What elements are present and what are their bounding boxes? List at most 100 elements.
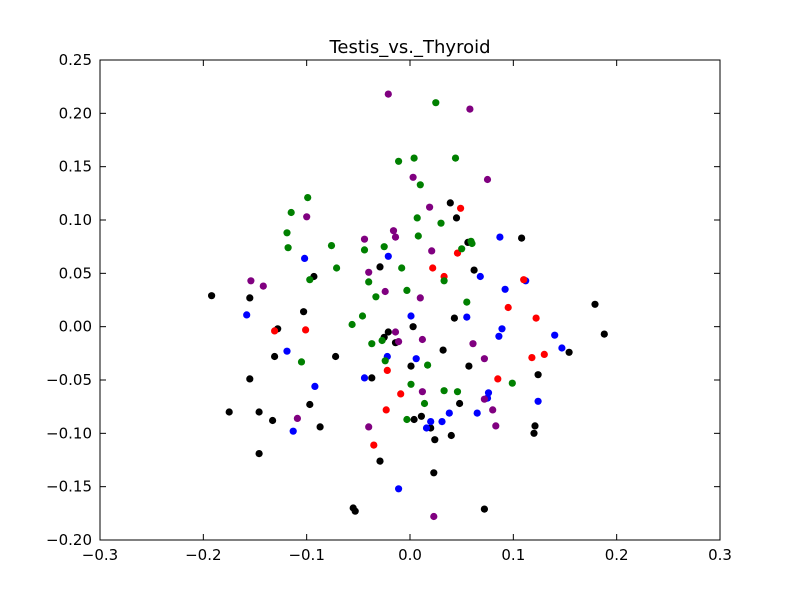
chart-title: Testis_vs._Thyroid xyxy=(328,37,490,58)
data-point xyxy=(365,278,373,286)
data-point xyxy=(495,332,503,340)
data-point xyxy=(412,355,420,363)
data-point xyxy=(301,254,309,262)
data-point xyxy=(437,219,445,227)
data-point xyxy=(376,263,384,271)
data-point xyxy=(520,276,528,284)
data-point xyxy=(332,352,340,361)
data-point xyxy=(456,399,464,408)
data-point xyxy=(384,328,392,336)
data-point xyxy=(440,277,448,285)
data-point xyxy=(540,350,548,358)
data-point xyxy=(303,213,311,221)
data-point xyxy=(431,436,439,444)
data-point xyxy=(558,344,566,352)
data-point xyxy=(480,355,488,363)
data-point xyxy=(410,415,418,424)
data-point xyxy=(255,408,263,416)
data-point xyxy=(489,406,497,414)
data-point xyxy=(532,314,540,322)
data-point xyxy=(508,379,516,387)
data-point xyxy=(518,234,526,242)
data-point xyxy=(247,277,255,285)
data-point xyxy=(551,331,559,339)
data-point xyxy=(380,243,388,251)
data-point xyxy=(446,199,454,207)
plot-area-frame xyxy=(99,59,721,541)
data-point xyxy=(365,268,373,276)
data-point xyxy=(398,264,406,272)
data-point xyxy=(327,242,336,250)
data-point xyxy=(416,181,424,189)
x-tick-label: −0.2 xyxy=(185,546,221,564)
data-point xyxy=(365,423,373,431)
data-point xyxy=(418,388,426,396)
data-point xyxy=(466,105,474,113)
data-point xyxy=(297,358,306,366)
data-point xyxy=(360,374,369,382)
data-point xyxy=(494,375,502,383)
data-point xyxy=(414,232,422,240)
data-point xyxy=(259,282,267,290)
y-tick-label: 0.25 xyxy=(59,51,92,69)
data-point xyxy=(269,416,277,425)
data-point xyxy=(438,418,446,426)
data-point xyxy=(480,395,488,403)
data-point xyxy=(243,311,251,319)
data-point xyxy=(306,400,314,409)
data-point xyxy=(463,298,471,306)
y-tick-label: −0.10 xyxy=(46,424,92,442)
data-point xyxy=(283,347,291,355)
data-point xyxy=(463,313,471,321)
data-point xyxy=(458,245,466,253)
data-point xyxy=(429,264,437,272)
points-layer xyxy=(208,90,608,521)
data-point xyxy=(395,485,403,493)
data-point xyxy=(311,382,319,390)
data-point xyxy=(376,457,384,465)
data-point xyxy=(418,335,426,344)
data-point xyxy=(480,505,488,513)
data-point xyxy=(426,203,434,211)
data-point xyxy=(283,229,291,237)
data-point xyxy=(381,357,389,365)
data-point xyxy=(403,286,411,294)
data-point xyxy=(440,387,448,395)
data-point xyxy=(416,294,424,302)
data-point xyxy=(451,154,460,162)
y-tick-label: −0.05 xyxy=(46,371,92,389)
data-point xyxy=(271,352,279,361)
y-tick-label: 0.10 xyxy=(59,211,92,229)
data-point xyxy=(413,214,421,222)
data-point xyxy=(445,409,453,417)
data-point xyxy=(432,99,440,107)
data-point xyxy=(422,424,431,432)
data-point xyxy=(358,312,367,320)
data-point xyxy=(397,390,405,398)
data-point xyxy=(420,399,429,408)
data-point xyxy=(470,266,478,274)
data-point xyxy=(348,320,356,329)
data-point xyxy=(457,204,465,212)
data-point xyxy=(289,427,297,435)
data-point xyxy=(534,371,542,379)
y-tick-label: 0.05 xyxy=(59,264,92,282)
x-tick-label: 0.1 xyxy=(501,546,525,564)
data-point xyxy=(382,406,390,414)
data-point xyxy=(591,300,599,308)
data-point xyxy=(395,157,403,165)
data-point xyxy=(468,239,476,248)
data-point xyxy=(255,450,263,458)
data-point xyxy=(384,90,392,98)
data-point xyxy=(208,292,216,300)
data-point xyxy=(368,340,376,348)
data-point xyxy=(428,247,436,255)
y-tick-label: −0.15 xyxy=(46,478,92,496)
data-point xyxy=(407,312,415,320)
data-point xyxy=(409,323,417,331)
data-point xyxy=(417,412,425,420)
data-point xyxy=(447,431,455,440)
data-point xyxy=(395,338,403,346)
data-point xyxy=(565,348,573,356)
data-point xyxy=(360,246,369,254)
